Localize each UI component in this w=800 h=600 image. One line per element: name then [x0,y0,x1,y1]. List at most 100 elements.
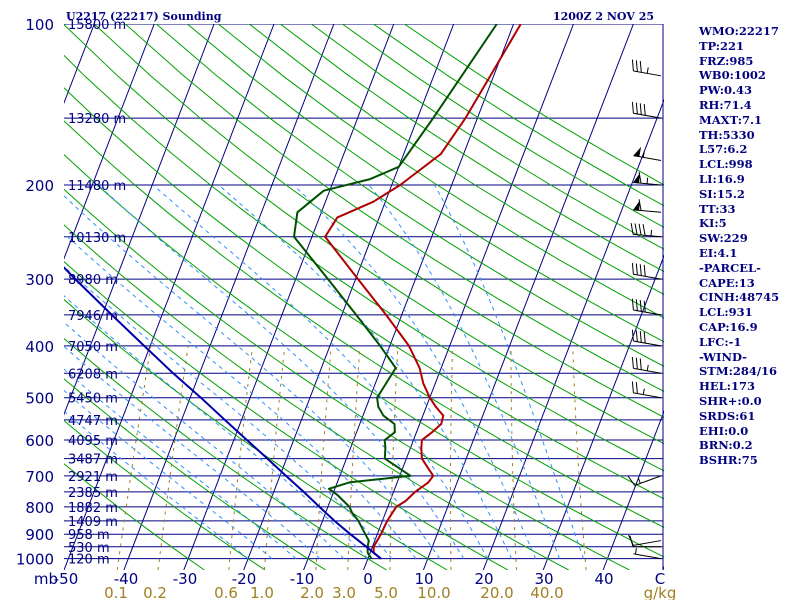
barb-flag [643,331,646,344]
mixing-ratio-tick: 1.0 [250,584,274,600]
index-item: RH:71.4 [699,97,752,112]
mixing-ratio-line [572,345,587,570]
barb-flag [631,101,634,114]
moist-adiabat [64,265,393,560]
dry-adiabat [64,24,664,445]
barb-flag [643,103,646,116]
index-item: SI:15.2 [699,186,745,201]
barb-flag [631,356,634,369]
barb-flag [634,223,638,235]
pressure-label: 200 [25,177,54,195]
moist-adiabat [64,345,321,560]
index-item: LI:16.9 [699,171,745,186]
barb-pennant [633,146,642,157]
temperature-tick: 40 [594,570,613,588]
index-item: TH:5330 [699,127,755,142]
pressure-label: 500 [25,390,54,408]
height-label: 7050 m [68,340,118,355]
height-label: 13280 m [68,112,126,127]
dry-adiabat [64,298,448,570]
wind-barb [633,548,662,560]
mixing-ratio-line [157,345,189,570]
temperature-tick: -20 [232,570,257,588]
index-item: -PARCEL- [699,260,761,275]
isotherm--60 [64,24,215,416]
isotherm-20 [482,98,664,570]
height-label: 1409 m [68,515,118,530]
pressure-label: 700 [25,468,54,486]
mixing-ratio-tick: 3.0 [332,584,356,600]
pressure-label: 800 [25,499,54,517]
barb-flag [631,59,634,71]
isotherm-40 [602,410,664,570]
height-label: 15800 m [68,18,126,33]
pressure-axis: 100 200 300 400 500 600 700 800 900 1000 [16,16,54,569]
index-item: L57:6.2 [699,142,748,157]
barb-flag [631,329,634,342]
index-item: WB0:1002 [699,68,766,83]
temperature-tick: 20 [474,570,493,588]
pressure-label: 400 [25,338,54,356]
barb-flag [630,223,634,235]
dry-adiabat [93,24,664,418]
barb-flag [635,263,638,275]
index-item: TT:33 [699,201,736,216]
temperature-tick: 0 [363,570,373,588]
mixing-ratio-unit: g/kg [644,584,677,600]
temperature-tick: -50 [54,570,79,588]
isotherm--40 [123,24,335,570]
index-item: STM:284/16 [699,364,778,379]
barb-flag [631,381,634,393]
station-title: U2217 (22217) Sounding [66,10,222,23]
barb-staff [633,233,662,238]
wind-barb [633,171,662,186]
pressure-label: 300 [25,271,54,289]
temperature-tick: -30 [173,570,198,588]
moist-adiabat [152,184,489,559]
index-item: CAPE:13 [699,275,755,290]
height-label: 530 m [68,541,110,556]
mixing-ratio-line [510,345,517,570]
wind-barb [631,101,662,119]
mixing-ratio-tick: 0.2 [143,584,167,600]
index-item: HEL:173 [699,379,755,394]
dry-adiabat [64,87,664,500]
mixing-ratio-line [228,345,253,570]
moist-adiabat [64,295,369,560]
mixing-ratio-tick: 2.0 [300,584,324,600]
pressure-label: 900 [25,526,54,544]
height-label: 2921 m [68,470,118,485]
temperature-axis: mb-50 -40 -30 -20 -10 0 10 20 30 40 C [34,570,665,588]
temperature-tick: mb [34,570,58,588]
mixing-ratio-tick: 0.1 [104,584,128,600]
barb-flag [643,264,646,277]
mixing-ratio-line [263,345,286,570]
dry-adiabat [155,24,664,367]
barb-flag [638,171,642,184]
barb-flag [635,382,638,394]
wind-barb [631,356,662,374]
dry-adiabat [64,224,569,570]
index-item: CINH:48745 [699,290,780,305]
isotherm--30 [183,24,395,570]
height-label: 4747 m [68,414,118,429]
barb-staff [633,340,662,347]
temperature-tick: -10 [290,570,315,588]
barb-staff [633,112,662,119]
profile-temperature [324,24,522,560]
dry-adiabat [64,337,387,570]
temperature-tick: -40 [114,570,139,588]
mixing-ratio-tick: 20.0 [480,584,513,600]
index-item: TP:221 [699,38,745,53]
mixing-ratio-line [389,345,399,570]
moist-adiabat [64,195,441,559]
moist-adiabat [293,184,537,559]
barb-flag [639,300,642,312]
barb-staff [633,309,662,316]
index-item: SHR+:0.0 [699,393,762,408]
index-panel: WMO:22217 TP:221 FRZ:985 WB0:1002 PW:0.43 RH:… [699,24,799,468]
dry-adiabat [64,188,630,570]
mixing-ratio-axis: 0.1 0.2 0.6 1.0 2.0 3.0 5.0 10.0 20.0 40.0 g/kg [104,584,676,600]
height-labels: 15800 m 13280 m 11480 m 10130 m 8980 m 7946 m… [68,18,126,568]
